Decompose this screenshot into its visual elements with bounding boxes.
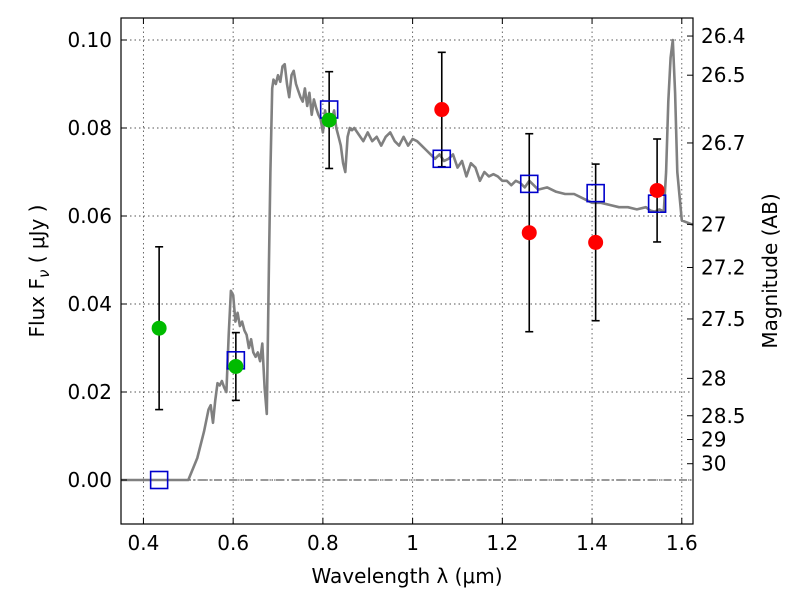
x-tick-label: 1.4 — [576, 531, 608, 555]
model-photometry-square — [586, 183, 605, 203]
y-tick-label: 0.06 — [67, 204, 112, 228]
x-tick-label: 0.6 — [217, 531, 249, 555]
error-bars — [155, 51, 662, 411]
green-data-point — [321, 112, 337, 128]
model-photometry-square — [432, 149, 452, 169]
red-data-point — [434, 102, 450, 118]
x-axis-title: Wavelength λ (μm) — [311, 564, 502, 588]
red-data-point — [649, 182, 665, 198]
red-data-point — [521, 225, 537, 241]
magnitude-tick-label: 26.5 — [701, 63, 746, 87]
grid — [121, 18, 693, 524]
red-data-point — [588, 234, 604, 250]
y-axis-tick-labels: 0.00 0.02 0.04 0.06 0.08 0.10 — [67, 28, 112, 492]
magnitude-tick-label: 28.5 — [701, 404, 746, 428]
model-photometry-square — [519, 174, 539, 194]
magnitude-tick-label: 28 — [701, 366, 726, 390]
magnitude-tick-label: 29 — [701, 428, 726, 452]
magnitude-tick-label: 27.2 — [701, 255, 746, 279]
x-tick-label: 1 — [406, 531, 419, 555]
magnitude-tick-label: 27.5 — [701, 307, 746, 331]
y-axis-title-main: Flux F — [25, 278, 49, 337]
y-tick-label: 0.02 — [67, 380, 112, 404]
x-tick-label: 1.2 — [486, 531, 518, 555]
magnitude-axis-title: Magnitude (AB) — [758, 193, 782, 348]
y-tick-label: 0.08 — [67, 116, 112, 140]
magnitude-tick-label: 27 — [701, 212, 726, 236]
y-axis-title-subscript: ν — [35, 270, 53, 278]
green-data-point — [151, 320, 167, 336]
magnitude-tick-label: 26.7 — [701, 131, 746, 155]
x-tick-label: 0.4 — [128, 531, 160, 555]
axis-ticks — [121, 18, 693, 524]
plot-frame — [120, 17, 694, 525]
magnitude-tick-label: 30 — [701, 452, 726, 476]
x-tick-label: 0.8 — [307, 531, 339, 555]
y-tick-label: 0.00 — [67, 468, 112, 492]
x-tick-label: 1.6 — [666, 531, 698, 555]
model-photometry-markers — [149, 100, 667, 490]
magnitude-tick-label: 26.4 — [701, 24, 746, 48]
observed-points — [151, 102, 665, 374]
model-photometry-square — [149, 470, 169, 490]
y-tick-label: 0.04 — [67, 292, 112, 316]
x-axis-tick-labels: 0.4 0.6 0.8 1 1.2 1.4 1.6 — [128, 531, 698, 555]
model-spectrum-line — [121, 38, 693, 482]
y-axis-title: Flux Fν ( μJy ) — [25, 205, 53, 338]
green-data-point — [228, 358, 244, 374]
y-axis-title-unit: ( μJy ) — [25, 205, 49, 270]
y-tick-label: 0.10 — [67, 28, 112, 52]
